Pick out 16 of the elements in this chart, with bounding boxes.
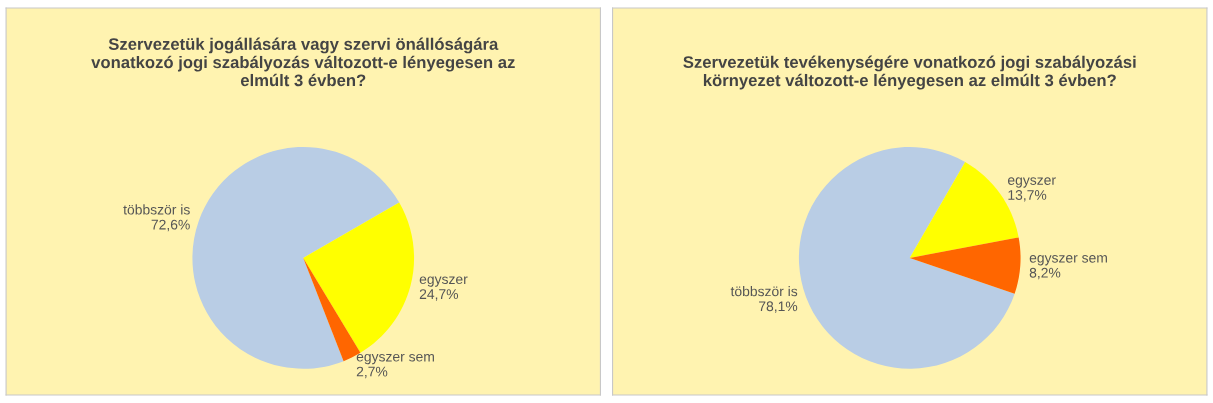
slice-label: egyszer sem xyxy=(1029,255,1107,266)
data-label: 8,2% xyxy=(1029,267,1061,280)
data-label: 24,7% xyxy=(419,289,459,301)
slice-label: többször is xyxy=(123,204,190,215)
chart-title: Szervezetük tevékenységére vonatkozó jogi szabályozási környezet változott-e lényegesen az elmúlt 3 évben? xyxy=(683,55,1136,90)
slice-label: egyszer sem xyxy=(356,353,434,365)
chart-title: Szervezetük jogállására vagy szervi önállóságára vonatkozó jogi szabályozás változott-e lényegesen az elmúlt 3 évben? xyxy=(91,37,515,87)
slice-label: egyszer xyxy=(1007,177,1056,188)
pie-slice xyxy=(909,237,1021,294)
data-label: 13,7% xyxy=(1008,190,1047,202)
data-label: 78,1% xyxy=(759,301,798,313)
pie-slice xyxy=(303,202,415,353)
slice-label: többször is xyxy=(730,286,798,297)
data-label: 2,7% xyxy=(356,366,388,379)
slice-label: egyszer xyxy=(419,276,468,287)
data-label: 72,6% xyxy=(151,219,190,232)
